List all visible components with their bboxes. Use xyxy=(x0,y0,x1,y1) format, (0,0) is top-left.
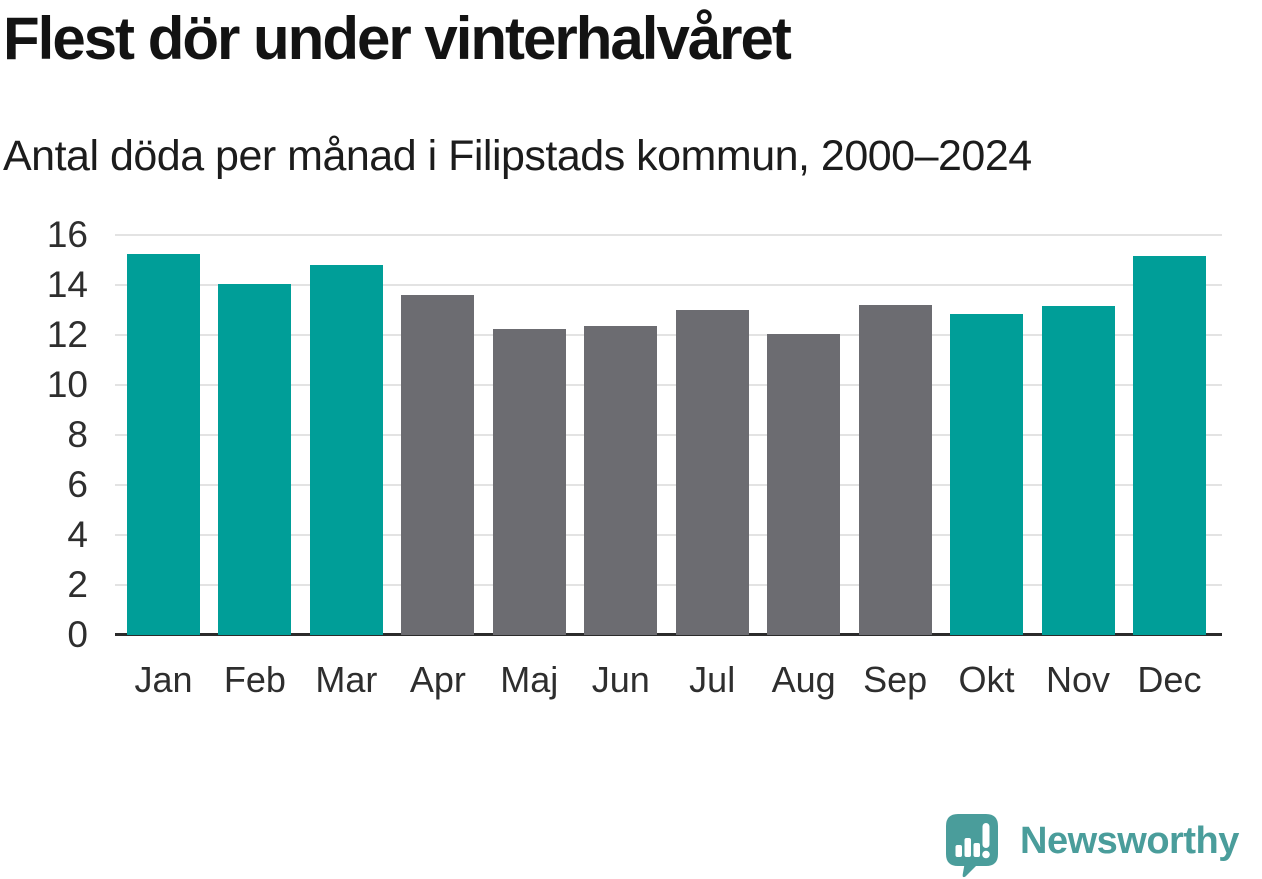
gridline-12 xyxy=(115,334,1222,336)
bar-apr xyxy=(401,295,475,635)
chart-subtitle: Antal döda per månad i Filipstads kommun… xyxy=(3,132,1032,180)
y-tick-label-6: 6 xyxy=(67,464,88,505)
bar-mar xyxy=(309,265,383,635)
bar-jun xyxy=(584,326,658,635)
x-tick-label-jan: Jan xyxy=(134,659,193,700)
bar-sep xyxy=(858,305,932,635)
gridline-4 xyxy=(115,534,1222,536)
newsworthy-logo-icon xyxy=(946,814,998,878)
gridline-2 xyxy=(115,584,1222,586)
x-tick-label-sep: Sep xyxy=(863,659,928,700)
newsworthy-logo-text: Newsworthy xyxy=(1020,820,1239,862)
y-tick-label-10: 10 xyxy=(46,364,88,405)
y-tick-label-16: 16 xyxy=(46,214,88,255)
y-tick-label-0: 0 xyxy=(67,614,88,655)
bar-dec xyxy=(1132,256,1206,635)
bar-jul xyxy=(675,310,749,635)
x-tick-label-apr: Apr xyxy=(409,659,466,700)
x-tick-label-feb: Feb xyxy=(223,659,286,700)
bar-jan xyxy=(127,253,200,635)
gridline-8 xyxy=(115,434,1222,436)
bar-maj xyxy=(492,328,566,635)
gridline-10 xyxy=(115,384,1222,386)
x-tick-label-jun: Jun xyxy=(591,659,650,700)
y-tick-label-14: 14 xyxy=(46,264,88,305)
x-tick-label-dec: Dec xyxy=(1137,659,1202,700)
x-tick-label-nov: Nov xyxy=(1045,659,1111,700)
bar-okt xyxy=(950,313,1024,635)
gridline-16 xyxy=(115,234,1222,236)
gridline-14 xyxy=(115,284,1222,286)
x-tick-label-maj: Maj xyxy=(500,659,559,700)
x-tick-label-okt: Okt xyxy=(958,659,1015,700)
x-tick-label-mar: Mar xyxy=(315,659,378,700)
bar-aug xyxy=(767,333,841,635)
x-tick-label-aug: Aug xyxy=(771,659,836,700)
gridline-6 xyxy=(115,484,1222,486)
newsworthy-logo: Newsworthy xyxy=(946,814,1239,878)
x-tick-label-jul: Jul xyxy=(689,659,736,700)
y-tick-label-8: 8 xyxy=(67,414,88,455)
bar-nov xyxy=(1041,306,1115,635)
bar-feb xyxy=(218,283,292,635)
chart-title: Flest dör under vinterhalvåret xyxy=(3,5,792,72)
y-tick-label-4: 4 xyxy=(67,514,88,555)
x-axis-line xyxy=(115,633,1222,636)
y-tick-label-2: 2 xyxy=(67,564,88,605)
y-tick-label-12: 12 xyxy=(46,314,88,355)
